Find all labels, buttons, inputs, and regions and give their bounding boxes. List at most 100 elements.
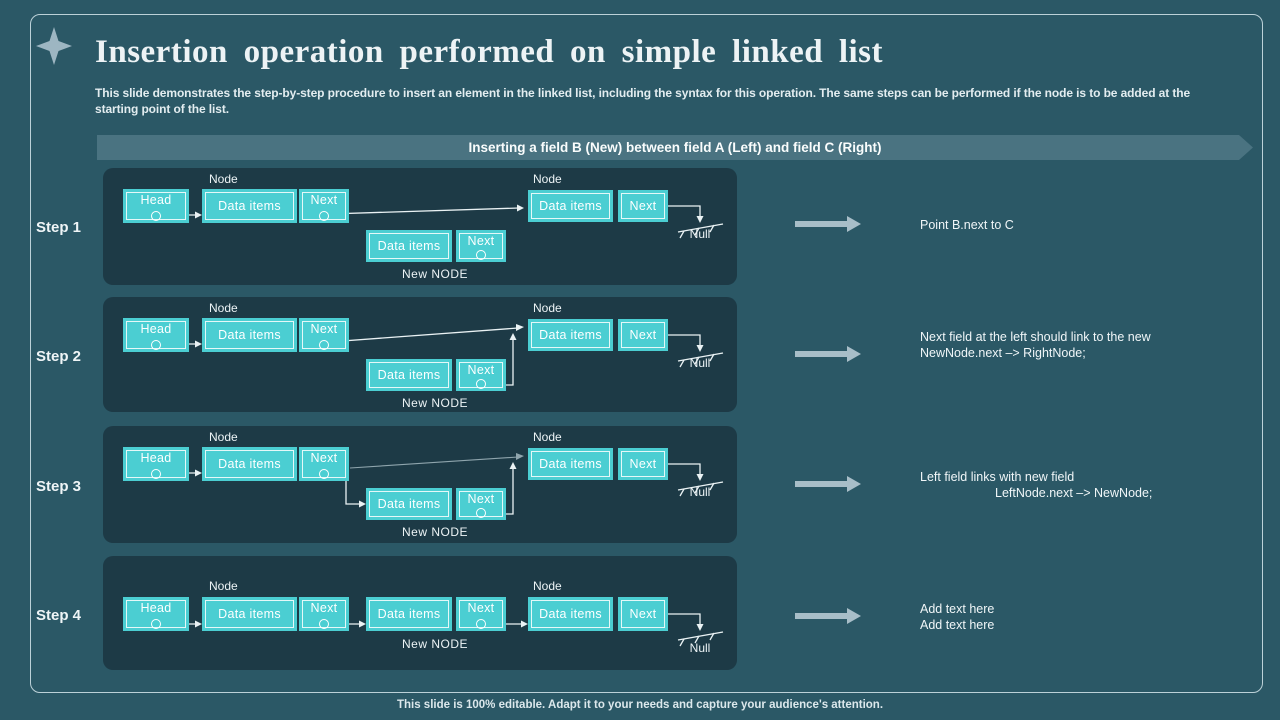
flow-arrow-icon — [795, 476, 861, 492]
node-c-data-box: Data items — [528, 448, 613, 480]
node-c-data-box: Data items — [528, 319, 613, 351]
node-c-next-box: Next — [618, 319, 668, 351]
data-items-label: Data items — [218, 607, 281, 621]
next-label: Next — [310, 322, 338, 336]
head-box: Head — [123, 447, 189, 481]
null-label: Null — [689, 485, 711, 499]
new-node-data-box: Data items — [366, 488, 452, 520]
footer-note: This slide is 100% editable. Adapt it to… — [396, 699, 884, 711]
step-label-4: Step 4 — [36, 607, 82, 624]
next-label: Next — [629, 607, 657, 621]
annotation-line: Point B.next to C — [920, 218, 1014, 232]
head-box: Head — [123, 189, 189, 223]
new-node-next-box: Next — [456, 359, 506, 391]
next-label: Next — [310, 601, 338, 615]
data-items-label: Data items — [377, 368, 441, 382]
flow-arrow-icon — [795, 608, 861, 624]
new-node-data-box: Data items — [366, 359, 452, 391]
data-items-label: Data items — [377, 607, 441, 621]
slide-frame — [30, 14, 1263, 693]
null-label: Null — [689, 356, 711, 370]
data-items-label: Data items — [539, 199, 602, 213]
head-box-label: Head — [140, 322, 172, 336]
node-label: Node — [533, 301, 562, 315]
new-node-label: New NODE — [401, 396, 468, 410]
annotation-line: Add text here — [920, 602, 995, 616]
head-box-label: Head — [140, 193, 172, 207]
annotation-line: Next field at the left should link to th… — [920, 330, 1151, 344]
flow-arrow-icon — [795, 216, 861, 232]
node-a-next-box: Next — [299, 597, 349, 631]
data-items-label: Data items — [539, 607, 602, 621]
node-label: Node — [209, 430, 238, 444]
step3-annotation: Left field links with new field LeftNode… — [920, 469, 1265, 501]
node-a-next-box: Next — [299, 189, 349, 223]
node-a-data-box: Data items — [202, 447, 297, 481]
head-box: Head — [123, 318, 189, 352]
node-label: Node — [209, 579, 238, 593]
new-node-label: New NODE — [401, 525, 468, 539]
subtitle-text: This slide demonstrates the step-by-step… — [95, 86, 1191, 116]
flow-arrow-icon — [795, 346, 861, 362]
node-a-data-box: Data items — [202, 597, 297, 631]
data-items-label: Data items — [218, 328, 281, 342]
new-node-next-box: Next — [456, 597, 506, 631]
next-label: Next — [310, 451, 338, 465]
node-c-data-box: Data items — [528, 190, 613, 222]
new-node-data-box: Data items — [366, 230, 452, 262]
head-box-label: Head — [140, 601, 172, 615]
annotation-line: Add text here — [920, 618, 995, 632]
data-items-label: Data items — [218, 457, 281, 471]
next-label: Next — [310, 193, 338, 207]
new-node-next-box: Next — [456, 230, 506, 262]
next-label: Next — [629, 328, 657, 342]
step1-connectors-icon — [160, 204, 724, 239]
new-node-label: New NODE — [401, 637, 468, 651]
step4-annotation: Add text here Add text here — [920, 601, 1265, 633]
node-c-next-box: Next — [618, 190, 668, 222]
step2-annotation: Next field at the left should link to th… — [920, 329, 1265, 361]
annotation-line: NewNode.next –> RightNode; — [920, 346, 1086, 360]
node-a-next-box: Next — [299, 318, 349, 352]
node-c-data-box: Data items — [528, 597, 613, 631]
null-label: Null — [689, 227, 711, 241]
data-items-label: Data items — [539, 457, 602, 471]
data-items-label: Data items — [539, 328, 602, 342]
node-a-data-box: Data items — [202, 318, 297, 352]
node-label: Node — [533, 579, 562, 593]
node-a-next-box: Next — [299, 447, 349, 481]
annotation-line: Left field links with new field — [920, 470, 1075, 484]
data-items-label: Data items — [218, 199, 281, 213]
step-label-2: Step 2 — [36, 348, 82, 365]
next-label: Next — [629, 199, 657, 213]
step3-diagram-panel: Node Node Head Data items Next Data item… — [103, 426, 737, 543]
step2-connectors-icon — [160, 324, 724, 386]
step1-annotation: Point B.next to C — [920, 217, 1265, 233]
step1-diagram-panel: Node Node Head Data items Next Data item… — [103, 168, 737, 285]
head-box: Head — [123, 597, 189, 631]
next-label: Next — [467, 234, 495, 248]
step-label-3: Step 3 — [36, 478, 82, 495]
node-c-next-box: Next — [618, 448, 668, 480]
head-box-label: Head — [140, 451, 172, 465]
next-label: Next — [629, 457, 657, 471]
step2-diagram-panel: Node Node Head Data items Next Data item… — [103, 297, 737, 412]
node-a-data-box: Data items — [202, 189, 297, 223]
node-label: Node — [209, 301, 238, 315]
node-label: Node — [533, 430, 562, 444]
annotation-line: LeftNode.next –> NewNode; — [995, 486, 1153, 500]
page-title: Insertion operation performed on simple … — [95, 34, 884, 70]
node-label: Node — [533, 172, 562, 186]
step4-diagram-panel: Node Node Head Data items Next Data item… — [103, 556, 737, 670]
next-label: Next — [467, 363, 495, 377]
null-label: Null — [689, 641, 711, 655]
next-label: Next — [467, 601, 495, 615]
new-node-data-box: Data items — [366, 597, 452, 631]
sparkle-icon — [36, 27, 72, 65]
node-c-next-box: Next — [618, 597, 668, 631]
step-label-1: Step 1 — [36, 219, 82, 236]
data-items-label: Data items — [377, 497, 441, 511]
new-node-label: New NODE — [401, 267, 468, 281]
node-label: Node — [209, 172, 238, 186]
next-label: Next — [467, 492, 495, 506]
